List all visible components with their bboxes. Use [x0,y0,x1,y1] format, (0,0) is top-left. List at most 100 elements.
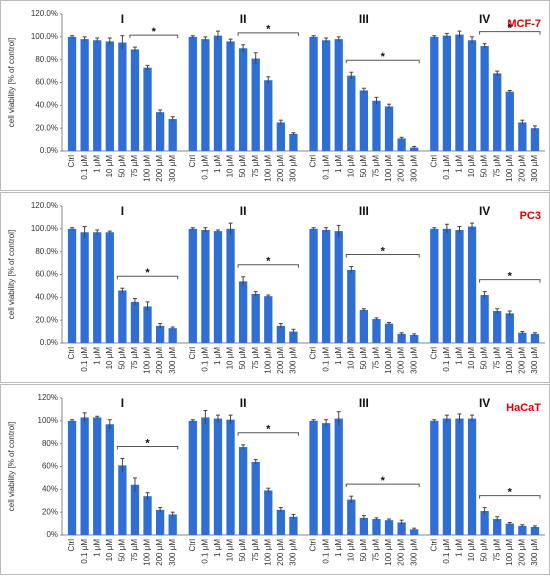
significance-label: * [508,23,513,35]
significance-label: * [145,437,150,449]
y-tick-label: 60% [42,462,58,471]
y-tick-label: 100.0% [31,32,58,41]
y-tick-label: 20% [42,507,58,516]
x-tick-label: 0.1 µM [321,347,330,372]
significance-label: * [266,256,271,268]
bar [442,228,452,343]
group-label: II [240,396,247,410]
x-tick-label: 75 µM [372,539,381,562]
bar [118,42,127,151]
y-tick-label: 0.0% [40,146,58,155]
y-axis-label: cell viability [% of control] [7,230,16,319]
x-tick-label: 100 µM [384,155,393,182]
x-tick-label: 50 µM [480,539,489,562]
group-label: IV [479,396,490,410]
bar [518,122,527,151]
x-tick-label: 75 µM [130,347,139,370]
bar [67,36,77,152]
significance-label: * [266,424,271,436]
bar [493,311,502,343]
bar [480,45,489,151]
x-tick-label: 75 µM [130,155,139,178]
bar [264,80,273,151]
bar [251,461,260,535]
x-tick-label: Ctrl [67,155,76,168]
bar [213,35,223,151]
bar [238,48,248,151]
y-tick-label: 80.0% [35,55,58,64]
x-tick-label: 50 µM [117,347,126,370]
x-tick-label: 300 µM [168,347,177,374]
y-tick-label: 100.0% [31,224,58,233]
x-tick-label: Ctrl [309,155,318,168]
bar [168,514,177,535]
bar [505,313,514,343]
y-tick-label: 40.0% [35,292,58,301]
bar [118,290,127,343]
bar [105,424,114,535]
x-tick-label: 1 µM [213,539,222,557]
x-tick-label: 0.1 µM [321,539,330,564]
bar [143,306,152,343]
x-tick-label: 300 µM [409,155,418,182]
x-tick-label: 100 µM [143,539,152,566]
x-tick-label: Ctrl [67,347,76,360]
bar [226,228,235,343]
bar [359,517,369,535]
x-tick-label: 50 µM [238,347,247,370]
x-tick-label: 300 µM [168,155,177,182]
x-tick-label: 0.1 µM [442,539,451,564]
significance-label: * [152,26,157,38]
bar [430,420,439,535]
bar [276,325,286,343]
x-tick-label: 300 µM [289,347,298,374]
bar [518,332,527,343]
significance-bracket [345,483,420,488]
bar [105,41,114,151]
group-label: III [359,12,369,26]
x-tick-label: 1 µM [334,539,343,557]
y-tick-label: 60.0% [35,270,58,279]
bar [321,40,331,152]
bar [130,49,140,152]
significance-label: * [266,24,271,36]
bar [480,511,489,535]
x-tick-label: 200 µM [517,155,526,182]
x-tick-label: 200 µM [397,347,406,374]
bar [289,133,298,151]
bar [518,525,527,535]
bar [430,228,439,343]
bar [93,232,102,343]
bar [105,232,114,343]
significance-bracket [479,495,541,499]
x-tick-label: 200 µM [276,347,285,374]
bar [359,309,369,343]
y-tick-label: 60.0% [35,78,58,87]
x-tick-label: Ctrl [188,155,197,168]
x-tick-label: Ctrl [67,539,76,552]
bar [238,447,248,535]
bar [309,228,318,343]
x-tick-label: 100 µM [263,347,272,374]
bar [201,417,210,535]
x-tick-label: 75 µM [372,155,381,178]
x-tick-label: 1 µM [213,347,222,365]
bar [143,67,152,151]
x-tick-label: 50 µM [117,539,126,562]
y-tick-label: 120.0% [31,9,58,18]
x-tick-label: 75 µM [251,539,260,562]
significance-bracket [345,254,420,258]
bar [530,128,540,151]
x-tick-label: Ctrl [188,347,197,360]
group-label: I [121,12,124,26]
x-tick-label: 300 µM [289,155,298,182]
x-tick-label: 10 µM [105,539,114,562]
bar [384,520,394,535]
bar [505,91,514,151]
x-tick-label: 100 µM [505,539,514,566]
significance-bracket [479,279,541,283]
significance-bracket [237,264,299,268]
x-tick-label: 100 µM [384,539,393,566]
significance-bracket [479,31,541,35]
bar [505,523,514,535]
